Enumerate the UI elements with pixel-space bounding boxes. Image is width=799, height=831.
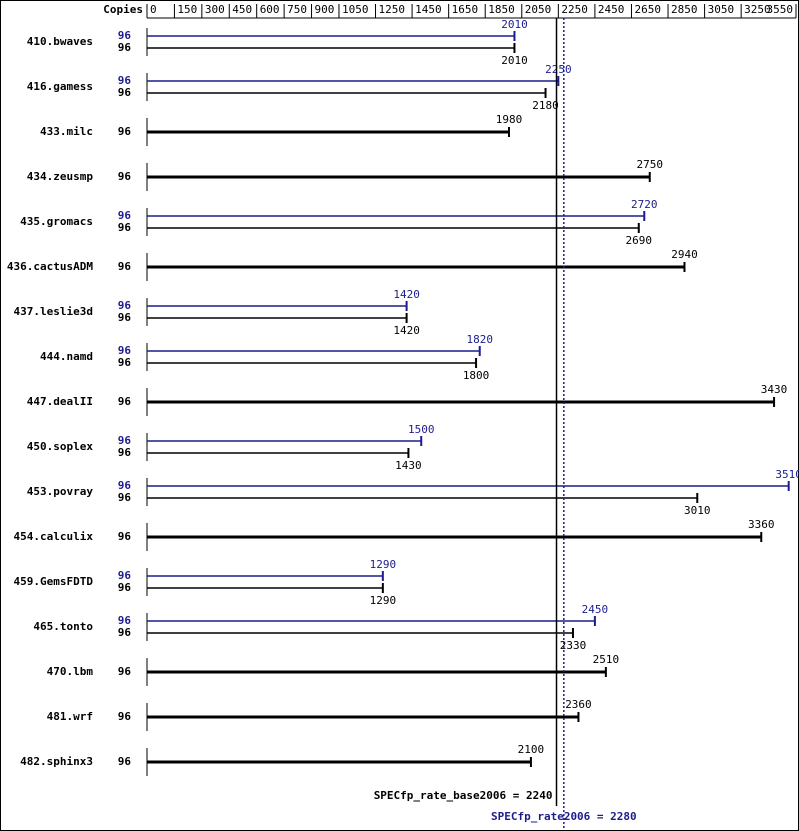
x-tick-label: 0 <box>150 3 157 16</box>
copies-label: 96 <box>118 299 132 312</box>
benchmark-name: 459.GemsFDTD <box>14 575 94 588</box>
reference-label: SPECfp_rate_base2006 = 2240 <box>374 789 553 802</box>
value-label: 2360 <box>565 698 592 711</box>
copies-label: 96 <box>118 479 132 492</box>
value-label: 2010 <box>501 18 528 31</box>
x-tick-label: 2250 <box>561 3 588 16</box>
benchmark-name: 450.soplex <box>27 440 94 453</box>
benchmark-name: 433.milc <box>40 125 93 138</box>
value-label: 1290 <box>370 558 397 571</box>
x-tick-label: 450 <box>232 3 252 16</box>
copies-label: 96 <box>118 434 132 447</box>
copies-label: 96 <box>118 395 132 408</box>
value-label: 3360 <box>748 518 775 531</box>
benchmark-name: 470.lbm <box>47 665 94 678</box>
copies-label: 96 <box>118 74 132 87</box>
value-label: 1420 <box>393 324 420 337</box>
value-label: 1430 <box>395 459 422 472</box>
value-label: 2750 <box>636 158 663 171</box>
value-label: 2940 <box>671 248 698 261</box>
benchmark-name: 436.cactusADM <box>7 260 93 273</box>
x-tick-label: 1050 <box>342 3 369 16</box>
benchmark-name: 416.gamess <box>27 80 93 93</box>
copies-label: 96 <box>118 569 132 582</box>
value-label: 1500 <box>408 423 435 436</box>
value-label: 3010 <box>684 504 711 517</box>
copies-label: 96 <box>118 446 132 459</box>
copies-label: 96 <box>118 530 132 543</box>
copies-label: 96 <box>118 221 132 234</box>
copies-label: 96 <box>118 710 132 723</box>
x-tick-label: 1250 <box>379 3 406 16</box>
benchmark-name: 410.bwaves <box>27 35 93 48</box>
benchmark-name: 481.wrf <box>47 710 93 723</box>
value-label: 2720 <box>631 198 658 211</box>
copies-label: 96 <box>118 125 132 138</box>
reference-label: SPECfp_rate2006 = 2280 <box>491 810 637 823</box>
copies-label: 96 <box>118 311 132 324</box>
copies-label: 96 <box>118 665 132 678</box>
benchmark-name: 444.namd <box>40 350 93 363</box>
copies-label: 96 <box>118 755 132 768</box>
copies-header: Copies <box>103 3 143 16</box>
benchmark-name: 453.povray <box>27 485 94 498</box>
copies-label: 96 <box>118 356 132 369</box>
benchmark-name: 465.tonto <box>33 620 93 633</box>
x-tick-label: 300 <box>205 3 225 16</box>
benchmark-name: 434.zeusmp <box>27 170 94 183</box>
value-label: 1420 <box>393 288 420 301</box>
x-tick-label: 750 <box>287 3 307 16</box>
benchmark-name: 437.leslie3d <box>14 305 93 318</box>
value-label: 2180 <box>532 99 559 112</box>
copies-label: 96 <box>118 170 132 183</box>
value-label: 1980 <box>496 113 523 126</box>
value-label: 3510 <box>775 468 799 481</box>
value-label: 2010 <box>501 54 528 67</box>
x-tick-label: 1450 <box>415 3 442 16</box>
x-tick-label: 900 <box>315 3 335 16</box>
value-label: 2690 <box>626 234 653 247</box>
copies-label: 96 <box>118 29 132 42</box>
copies-label: 96 <box>118 491 132 504</box>
x-tick-label: 1650 <box>452 3 479 16</box>
value-label: 2100 <box>518 743 545 756</box>
value-label: 3430 <box>761 383 788 396</box>
benchmark-name: 482.sphinx3 <box>20 755 93 768</box>
copies-label: 96 <box>118 86 132 99</box>
x-tick-label: 600 <box>260 3 280 16</box>
x-tick-label: 2050 <box>525 3 552 16</box>
benchmark-name: 454.calculix <box>14 530 94 543</box>
value-label: 2330 <box>560 639 587 652</box>
value-label: 2510 <box>593 653 620 666</box>
value-label: 1290 <box>370 594 397 607</box>
copies-label: 96 <box>118 260 132 273</box>
value-label: 2250 <box>545 63 572 76</box>
x-tick-label: 3250 <box>744 3 771 16</box>
x-tick-label: 2650 <box>634 3 661 16</box>
copies-label: 96 <box>118 614 132 627</box>
value-label: 2450 <box>582 603 609 616</box>
x-tick-label: 2450 <box>598 3 625 16</box>
value-label: 1800 <box>463 369 490 382</box>
x-tick-label: 150 <box>177 3 197 16</box>
copies-label: 96 <box>118 209 132 222</box>
copies-label: 96 <box>118 344 132 357</box>
copies-label: 96 <box>118 581 132 594</box>
benchmark-name: 435.gromacs <box>20 215 93 228</box>
x-tick-label: 1850 <box>488 3 515 16</box>
x-tick-label: 3050 <box>708 3 735 16</box>
copies-label: 96 <box>118 41 132 54</box>
value-label: 1820 <box>466 333 493 346</box>
x-tick-label: 2850 <box>671 3 698 16</box>
x-tick-label: 3550 <box>767 3 794 16</box>
copies-label: 96 <box>118 626 132 639</box>
benchmark-name: 447.dealII <box>27 395 93 408</box>
